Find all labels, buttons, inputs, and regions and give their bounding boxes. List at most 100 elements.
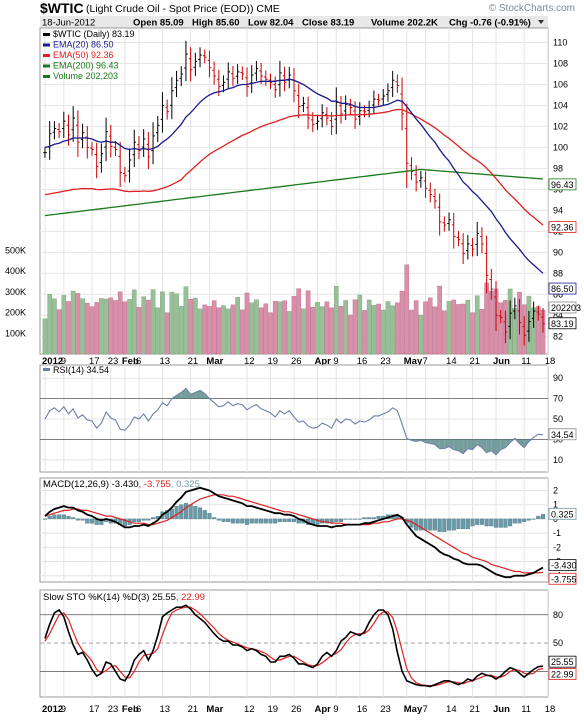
macd-histogram-bar [141, 518, 146, 521]
ohlc-bar [118, 141, 122, 188]
date-axis-top-tick-label: 2012 [42, 356, 63, 367]
ohlc-bar [123, 167, 127, 183]
macd-histogram-bar [343, 518, 348, 520]
ohlc-bar [235, 64, 240, 85]
date-axis-top-tick-label: 17 [89, 356, 100, 367]
macd-histogram-bar [85, 518, 90, 524]
rsi-extreme-fill [491, 439, 497, 455]
ohlc-bar [480, 227, 484, 254]
macd-histogram-bar [75, 518, 80, 521]
date-axis-bottom-tick-label: 23 [380, 704, 391, 715]
macd-signal-last-label-box [548, 572, 577, 585]
volume-bar [470, 312, 475, 355]
ohlc-bar [531, 301, 536, 328]
ohlc-bar [522, 316, 527, 346]
ohlc-bar [146, 131, 151, 170]
ohlc-bar [282, 66, 287, 92]
volume-bar [94, 302, 99, 355]
date-axis-top-tick-label: Feb [122, 356, 139, 367]
volume-bar [52, 298, 57, 355]
macd-histogram-bar [517, 518, 522, 524]
volume-bar [89, 306, 95, 355]
stochastic-tick-label: 50 [553, 638, 563, 648]
macd-histogram-bar [57, 514, 62, 520]
macd-histogram-bar [230, 518, 235, 524]
volume-bar [427, 297, 433, 355]
volume-bar [418, 314, 424, 355]
ohlc-bar [503, 310, 508, 344]
volume-bar [413, 300, 419, 355]
volume-bar [399, 290, 405, 355]
date-axis-bottom-tick-label: 9 [333, 704, 338, 715]
date-axis-top-tick-label: 18 [545, 356, 556, 367]
volume-bar [315, 302, 320, 355]
volume-bar [362, 310, 367, 355]
date-axis-top-tick-label: 14 [446, 356, 457, 367]
rsi-extreme-fill [500, 439, 506, 450]
macd-histogram-bar [428, 518, 433, 531]
volume-bar [296, 288, 302, 355]
date-axis-bottom-tick-label: 11 [521, 704, 531, 715]
rsi-extreme-fill [444, 439, 450, 449]
rsi-extreme-fill [439, 439, 445, 449]
volume-tick-label: 500K [5, 245, 26, 255]
stochastic-title: Slow STO %K(14) %D(3) 25.55, 22.99 [43, 592, 205, 603]
date-axis-bottom-tick-label: 14 [446, 704, 457, 715]
rsi-extreme-fill [519, 439, 525, 448]
volume-bar [390, 305, 395, 355]
stochastic-k-last-label: 25.55 [551, 657, 574, 667]
ohlc-bar [90, 141, 94, 156]
volume-bar [136, 306, 142, 355]
volume-bar [333, 285, 339, 355]
volume-bar [202, 304, 208, 355]
volume-bar [484, 282, 489, 355]
date-axis-top-tick-label: 6 [136, 356, 141, 367]
date-axis-bottom-tick-label: 26 [291, 704, 302, 715]
macd-panel: 210-1-2-3-4MACD(12,26,9) -3.430, -3.755,… [39, 477, 577, 585]
price-tick-label: 88 [553, 268, 563, 278]
ema-lines [44, 78, 544, 274]
ohlc-bar [484, 235, 489, 294]
macd-tick-label: -1 [553, 528, 561, 538]
ohlc-bar [447, 212, 451, 231]
header-open: Open 85.09 [133, 18, 184, 29]
ohlc-bar [99, 143, 104, 173]
ema50-line [44, 108, 544, 226]
rsi-extreme-fill [467, 439, 473, 450]
macd-histogram-bar [66, 515, 71, 520]
macd-title: MACD(12,26,9) -3.430, -3.755, 0.325 [43, 479, 200, 490]
volume-bar [66, 301, 71, 355]
volume-bar [277, 301, 283, 355]
macd-last-value-label-box [548, 559, 577, 572]
macd-histogram-bar [470, 518, 475, 527]
symbol-title: $WTIC [40, 0, 84, 16]
macd-histogram-bar [42, 518, 48, 520]
price-tick-label: 110 [553, 37, 567, 47]
volume-bar [371, 304, 377, 355]
date-axis-bottom-tick-label: 21 [188, 704, 199, 715]
macd-histogram-bar [451, 518, 456, 531]
volume-bar [498, 302, 504, 355]
date-axis-bottom-tick-label: 9 [61, 704, 66, 715]
macd-histogram-bar [536, 515, 541, 520]
macd-histogram-bar [71, 517, 76, 520]
macd-histogram-bar [291, 518, 297, 522]
date-axis-top-tick-label: May [404, 356, 423, 367]
macd-histogram-bar [207, 513, 212, 520]
ohlc-bar [404, 103, 409, 189]
ohlc-bar [165, 99, 169, 120]
macd-histogram-bar [357, 518, 362, 520]
ohlc-bar [357, 102, 362, 126]
legend-swatch [43, 43, 50, 47]
ohlc-bar [221, 75, 226, 93]
volume-bar [70, 290, 76, 355]
volume-bar [380, 309, 386, 355]
ohlc-bar [315, 114, 320, 130]
volume-bar [286, 311, 292, 355]
macd-histogram-bar [61, 514, 66, 520]
chevron-down-icon[interactable] [538, 20, 544, 24]
volume-bar [240, 309, 245, 355]
rsi-last-value-label-box [548, 428, 577, 441]
